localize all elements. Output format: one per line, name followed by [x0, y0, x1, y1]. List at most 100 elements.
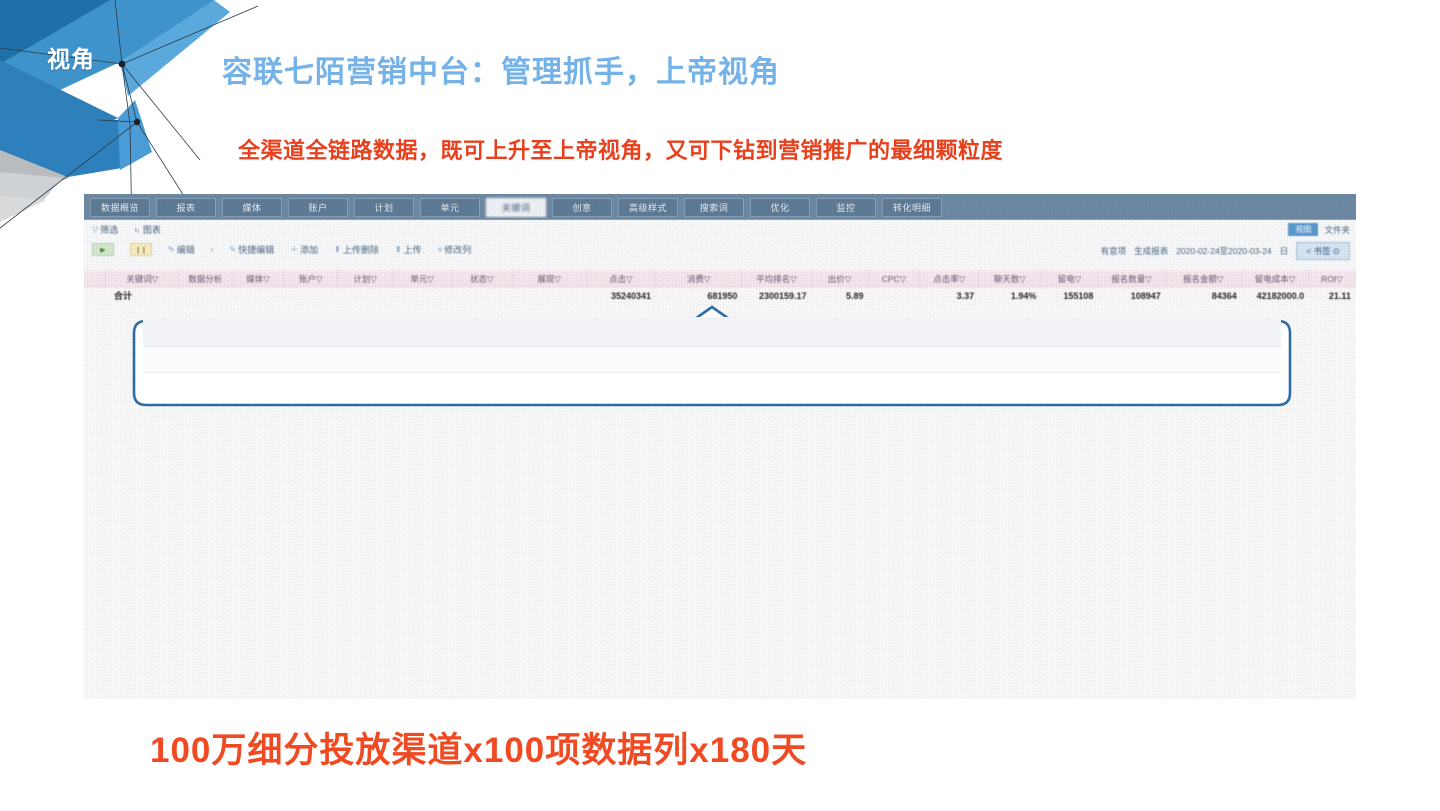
nav-tab-1[interactable]: 报表	[156, 197, 216, 217]
background-total-row: 合计 35240341 681950 2300159.17 5.89 3.37 1.94% 1…	[84, 288, 1356, 305]
bg-column-header[interactable]	[84, 270, 107, 288]
toolbar-item-label: 编辑	[176, 245, 195, 255]
page-subtitle: 全渠道全链路数据，既可上升至上帝视角，又可下钻到营销推广的最细颗粒度	[238, 138, 1004, 163]
nav-tab-label: 计划	[374, 202, 394, 213]
bg-column-header[interactable]: 聊天数▽	[979, 270, 1042, 288]
bg-total-cell: 108947	[1130, 291, 1161, 301]
toolbar-pencil-button[interactable]: ✎ 快捷编辑	[229, 243, 274, 256]
nav-tab-9[interactable]: 搜索词	[684, 197, 744, 217]
nav-tab-label: 关键词	[501, 202, 531, 213]
nav-tab-8[interactable]: 高级样式	[618, 197, 678, 217]
bg-column-header[interactable]: 点击▽	[587, 270, 656, 288]
filter-icon: ▽	[92, 225, 99, 234]
toolbar-plus-button[interactable]: ＋添加	[290, 243, 318, 256]
nav-tab-label: 报表	[176, 202, 196, 213]
play-icon[interactable]: ▶	[92, 243, 114, 256]
nav-tab-4[interactable]: 计划	[354, 197, 414, 217]
bg-total-cell: 42182000.0	[1256, 291, 1305, 301]
bg-column-header[interactable]: ROI▽	[1309, 270, 1356, 288]
background-table-header: 关键词▽ 数据分析 媒体▽ 账户▽ 计划▽ 单元▽ 状态▽ 展现▽ 点击▽ 消费▽ 平均排名▽ 出价▽…	[84, 270, 1356, 288]
page-title: 容联七陌营销中台：管理抓手，上帝视角	[222, 56, 780, 89]
bg-column-header[interactable]: 留电▽	[1041, 270, 1099, 288]
nav-tab-0[interactable]: 数据概览	[90, 197, 150, 217]
bg-column-header[interactable]: 单元▽	[393, 270, 453, 288]
nav-tab-5[interactable]: 单元	[420, 197, 480, 217]
toolbar-right-bottom: 有意项 生成报表 2020-02-24至2020-03-24 日 < 书签 ⊙	[1101, 242, 1350, 260]
toolbar-upload-button[interactable]: ⬆ 上传	[395, 243, 422, 256]
toolbar-item-label: 添加	[300, 245, 319, 255]
bg-column-header[interactable]: 媒体▽	[233, 270, 285, 288]
bg-column-header[interactable]: CPC▽	[869, 270, 921, 288]
bg-column-header[interactable]: 留电成本▽	[1242, 270, 1310, 288]
nav-tab-12[interactable]: 转化明细	[882, 197, 942, 217]
bg-total-cell: 1.94%	[1010, 291, 1037, 301]
footer-callout-text: 100万细分投放渠道x100项数据列x180天	[150, 731, 808, 770]
pause-icon[interactable]: ❙❙	[130, 243, 152, 256]
toolbar-chip[interactable]: 2020-02-24至2020-03-24	[1176, 246, 1272, 256]
toolbar-filter-button[interactable]: ▽ 筛选	[92, 223, 118, 236]
toolbar-chip[interactable]: 视图	[1288, 223, 1319, 236]
nav-tab-2[interactable]: 媒体	[222, 197, 282, 217]
toolbar-chart-button[interactable]: ⊾ 图表	[134, 223, 161, 236]
nav-tab-3[interactable]: 账户	[288, 197, 348, 217]
bg-total-cell: 155108	[1063, 291, 1094, 301]
nav-tab-label: 监控	[836, 202, 856, 213]
chart-icon: ⊾	[134, 225, 141, 234]
nav-tab-label: 创意	[572, 202, 592, 213]
toolbar-chip[interactable]: 生成报表	[1134, 246, 1169, 256]
table-row[interactable]	[143, 373, 1281, 399]
table-total-row	[143, 347, 1281, 373]
zoom-callout	[132, 303, 1292, 409]
toolbar-chip[interactable]: 日	[1279, 246, 1289, 256]
node-dot	[118, 60, 126, 68]
bg-total-cell: 5.89	[846, 291, 864, 301]
bg-total-cell: 84364	[1211, 291, 1237, 301]
bg-column-header[interactable]: 报名金额▽	[1166, 270, 1242, 288]
bg-column-header[interactable]: 点击率▽	[920, 270, 980, 288]
toolbar-item-label: 上传删除	[342, 245, 379, 255]
polygon-svg	[0, 0, 259, 230]
toolbar-chevron-right-button[interactable]: ›	[211, 245, 214, 254]
decorative-polygon-artwork: 视角	[0, 0, 260, 230]
bg-column-header[interactable]: 报名数量▽	[1098, 270, 1166, 288]
bg-column-header[interactable]: 平均排名▽	[742, 270, 812, 288]
toolbar-chip[interactable]: < 书签 ⊙	[1296, 242, 1350, 260]
bg-column-header[interactable]: 关键词▽	[106, 270, 180, 288]
nav-tab-label: 数据概览	[100, 202, 139, 213]
nav-tab-label: 搜索词	[699, 202, 729, 213]
toolbar-upload-button[interactable]: ⬆ 上传删除	[334, 243, 379, 256]
bg-column-header[interactable]: 状态▽	[452, 270, 513, 288]
upload-icon: ⬆	[334, 245, 341, 254]
toolbar-row-actions: ▶ ❙❙ ✎ 编辑 › ✎ 快捷编辑＋添加 ⬆ 上传删除 ⬆ 上传 ≡ 修改列	[92, 243, 487, 256]
bg-total-label: 合计	[114, 291, 133, 301]
toolbar-chip[interactable]: 有意项	[1100, 246, 1127, 256]
top-nav-bar: 数据概览 报表 媒体 账户 计划 单元 关键词 创意 高级样式 搜索词 优化 监控 转化明细	[84, 194, 1356, 220]
bg-column-header[interactable]: 展现▽	[513, 270, 587, 288]
table-header-row	[143, 317, 1281, 347]
bg-column-header[interactable]: 出价▽	[812, 270, 869, 288]
node-dot	[133, 118, 141, 126]
toolbar-item-label: 图表	[142, 225, 161, 235]
toolbar-item-label: 筛选	[100, 225, 119, 235]
nav-tab-10[interactable]: 优化	[750, 197, 810, 217]
toolbar-pause-button[interactable]: ❙❙	[130, 243, 152, 256]
toolbar-item-label: 上传	[403, 245, 422, 255]
bg-total-cell: 2300159.17	[758, 291, 807, 301]
toolbar-chip[interactable]: 文件夹	[1324, 224, 1350, 235]
marketing-console-screenshot: 数据概览 报表 媒体 账户 计划 单元 关键词 创意 高级样式 搜索词 优化 监控 转化明细 ▽ 筛选 ⊾ 图…	[84, 194, 1356, 699]
toolbar-play-button[interactable]: ▶	[92, 243, 114, 256]
nav-tab-label: 账户	[308, 202, 328, 213]
toolbar-columns-button[interactable]: ≡ 修改列	[438, 243, 472, 256]
nav-tab-6[interactable]: 关键词	[486, 197, 546, 217]
plus-icon: ＋	[290, 245, 299, 254]
bg-column-header[interactable]: 计划▽	[338, 270, 394, 288]
toolbar-pencil-button[interactable]: ✎ 编辑	[168, 243, 195, 256]
chevron-right-icon: ›	[210, 245, 214, 254]
nav-tab-11[interactable]: 监控	[816, 197, 876, 217]
bg-column-header[interactable]: 数据分析	[179, 270, 233, 288]
bg-column-header[interactable]: 账户▽	[284, 270, 338, 288]
pencil-icon: ✎	[168, 245, 175, 254]
nav-tab-label: 单元	[440, 202, 460, 213]
nav-tab-7[interactable]: 创意	[552, 197, 612, 217]
bg-column-header[interactable]: 消费▽	[656, 270, 743, 288]
